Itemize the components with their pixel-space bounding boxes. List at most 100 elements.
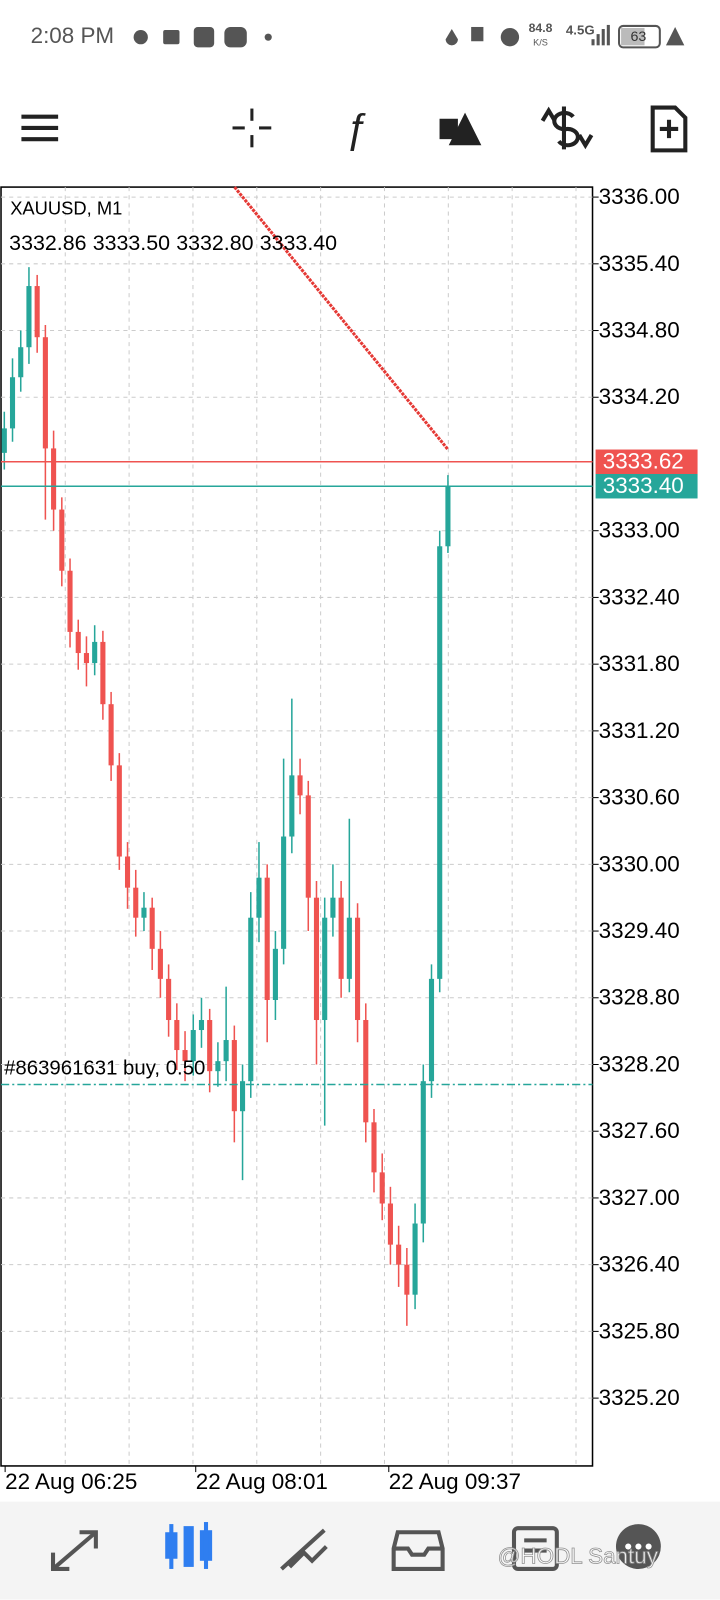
candle-body [363,1020,369,1123]
battery-icon [618,24,661,49]
candle-body [355,917,361,1021]
ask-label: 3333.62 [603,449,684,474]
candle-body [182,1050,188,1062]
candle-body [83,653,90,664]
candle-body [322,917,328,1021]
y-tick-label: 3334.80 [599,317,680,342]
trade-button[interactable] [540,106,594,150]
objects-button[interactable] [439,112,482,146]
menu-button[interactable] [21,114,59,142]
status-speed-unit: K/S [533,38,548,48]
nav-quotes[interactable] [50,1530,98,1571]
y-tick-label: 3336.00 [599,184,680,209]
nav-history[interactable] [391,1530,445,1571]
new-order-button[interactable] [650,105,688,153]
candle-body [174,1020,180,1051]
y-tick-label: 3334.20 [599,384,680,409]
candle-body [248,917,254,1082]
nav-chat[interactable] [615,1524,661,1569]
y-tick-label: 3331.20 [599,718,680,743]
y-tick-label: 3329.40 [599,918,680,943]
y-tick-label: 3325.80 [599,1318,680,1343]
candle-body [92,641,98,664]
bid-label-box [595,473,698,499]
y-tick-label: 3330.00 [599,851,680,876]
indicators-button[interactable]: ƒ [345,105,368,153]
candle-body [371,1122,377,1173]
candle-body [420,1081,426,1224]
candle-body [100,641,106,705]
status-speed: 84.8 [529,21,553,35]
y-tick-label: 3332.40 [599,584,680,609]
candle-body [141,907,147,918]
candle-body [330,897,336,918]
y-tick-label: 3331.80 [599,651,680,676]
candle-body [59,509,65,571]
bottom-nav [0,1501,720,1600]
candle-body [264,877,270,1000]
status-time: 2:08 PM [31,23,115,48]
candle-body [289,775,295,837]
candle-body [338,897,344,979]
alert-icon [665,26,685,46]
candle-body [124,856,131,888]
ohlc-value: 3332.80 [176,231,253,255]
symbol-label: XAUUSD, M1 [10,197,122,218]
candle-body [437,546,443,979]
crosshair-button[interactable] [232,108,272,148]
candle-body [223,1040,229,1062]
candle-body [26,286,32,348]
y-tick-label: 3328.80 [599,985,680,1010]
chart-frame [0,186,594,1467]
ohlc-value: 3333.40 [260,231,337,255]
x-tick-label: 22 Aug 09:37 [389,1469,521,1494]
nav-trade[interactable] [280,1528,328,1571]
battery-level [621,27,645,46]
ask-label-box [595,449,698,474]
signal-icon [591,24,610,46]
status-battery: 63 [630,29,646,45]
candle-body [166,978,172,1021]
y-tick-label: 3327.00 [599,1185,680,1210]
candle-body [67,570,73,632]
candle-body [207,1020,213,1072]
candle-body [412,1223,418,1295]
trend-line [233,186,449,451]
candle-body [42,337,48,449]
candle-body [108,704,114,766]
x-tick-label: 22 Aug 08:01 [196,1469,328,1494]
y-tick-label: 3333.00 [599,518,680,543]
y-tick-label: 3326.40 [599,1252,680,1277]
candle-body [428,978,435,1082]
ohlc-value: 3333.50 [93,231,170,255]
y-tick-label: 3328.20 [599,1051,680,1076]
candle-body [157,948,163,979]
ohlc-value: 3332.86 [9,231,86,255]
x-tick-label: 22 Aug 06:25 [5,1469,137,1494]
y-tick-label: 3330.60 [599,785,680,810]
candle-body [34,286,40,338]
candle-body [51,448,57,510]
candle-body [305,795,311,898]
candle-body [272,948,278,1000]
bid-label: 3333.40 [603,473,684,498]
candle-body [149,907,155,949]
candle-body [116,765,122,857]
candle-body [9,377,16,429]
candle-body [75,631,81,654]
candle-body [18,347,24,378]
candle-body [281,836,287,949]
candle-body [379,1172,385,1204]
y-tick-label: 3327.60 [599,1118,680,1143]
candle-body [133,887,139,918]
nav-chart[interactable] [165,1522,213,1569]
candle-body [215,1061,221,1072]
candle-body [396,1244,402,1265]
candle-body [404,1264,410,1295]
nav-news[interactable] [511,1526,559,1571]
status-icons [133,26,520,48]
status-network: 4.5G [566,23,595,38]
candle-body [190,1030,196,1062]
